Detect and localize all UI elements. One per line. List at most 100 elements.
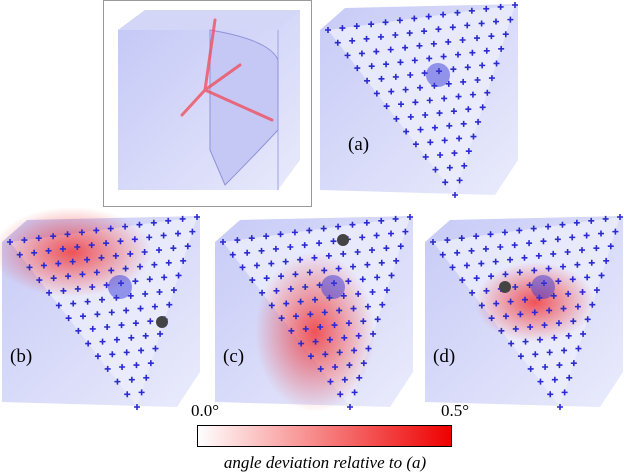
cross	[522, 338, 529, 345]
cross	[363, 219, 370, 226]
cross	[26, 264, 33, 271]
cross	[339, 25, 346, 32]
cross	[292, 271, 299, 278]
cross	[445, 80, 452, 87]
cross	[440, 53, 447, 60]
cross	[74, 244, 81, 250]
cross	[598, 230, 604, 237]
cross	[437, 152, 444, 158]
cross	[444, 237, 451, 244]
cross	[373, 90, 380, 97]
cross	[473, 233, 480, 240]
panel-label: (b)	[10, 346, 32, 367]
inset	[103, 0, 312, 207]
cross	[435, 26, 442, 33]
cross	[406, 30, 413, 37]
cross	[530, 225, 537, 232]
cross	[497, 3, 504, 10]
cross	[396, 17, 403, 24]
cross	[138, 347, 145, 354]
cross	[127, 292, 134, 299]
cross	[417, 126, 424, 133]
cross	[478, 260, 485, 267]
cross	[124, 391, 131, 398]
cross	[112, 252, 119, 259]
cross	[502, 271, 509, 278]
cross	[123, 349, 130, 356]
cross	[463, 262, 470, 269]
cross	[502, 31, 509, 38]
cross	[69, 258, 76, 265]
cross	[593, 245, 600, 252]
cross	[312, 296, 318, 303]
cross	[132, 320, 139, 327]
cross	[479, 104, 486, 111]
cross	[99, 338, 106, 345]
cross	[107, 225, 114, 232]
cross	[321, 267, 328, 274]
cross	[383, 61, 390, 68]
cross	[156, 289, 163, 295]
cross	[7, 239, 13, 245]
cross	[531, 267, 538, 274]
cross	[493, 60, 500, 67]
cross	[536, 336, 543, 343]
cross	[593, 287, 600, 294]
cross	[517, 311, 524, 318]
cross	[345, 320, 352, 327]
cross	[142, 332, 149, 339]
colorbar-caption: angle deviation relative to (a)	[224, 453, 427, 472]
cross	[297, 256, 304, 263]
cross	[50, 275, 57, 282]
cross	[364, 261, 371, 268]
cross	[147, 360, 154, 367]
cross	[456, 135, 463, 142]
cross	[369, 289, 376, 295]
cross	[316, 240, 323, 247]
cross	[575, 345, 582, 352]
cross	[492, 258, 499, 265]
cross	[134, 404, 140, 410]
cross	[488, 33, 495, 40]
cross	[517, 353, 524, 360]
cross	[612, 228, 619, 235]
cross	[60, 287, 67, 294]
cross	[501, 229, 508, 236]
cross	[526, 240, 533, 247]
cross	[373, 232, 380, 239]
cross	[460, 78, 467, 85]
cross	[487, 231, 494, 238]
cross	[263, 233, 270, 240]
center-cluster	[321, 275, 345, 299]
cross	[503, 313, 509, 320]
cross	[566, 374, 573, 381]
cross	[317, 324, 324, 330]
cross	[411, 15, 418, 22]
cross	[589, 301, 596, 308]
cross	[170, 245, 177, 252]
cross	[456, 177, 463, 184]
cross	[559, 221, 566, 228]
cross	[465, 106, 472, 113]
cross	[340, 250, 347, 257]
cross	[565, 332, 572, 339]
cross	[103, 240, 110, 247]
cross	[474, 35, 480, 42]
center-cluster	[531, 275, 555, 299]
cross	[307, 311, 314, 318]
cross	[349, 37, 356, 44]
cross	[383, 245, 390, 252]
cross	[364, 77, 371, 84]
cross	[579, 289, 586, 295]
cross	[128, 334, 135, 341]
cross	[31, 249, 38, 256]
cross	[507, 298, 514, 305]
cross	[459, 277, 466, 284]
cross	[64, 231, 71, 238]
cross	[473, 275, 480, 282]
cross	[117, 238, 124, 245]
cross	[441, 95, 448, 102]
deviation-blob	[0, 207, 152, 297]
cross	[527, 324, 534, 330]
cross	[402, 44, 409, 51]
